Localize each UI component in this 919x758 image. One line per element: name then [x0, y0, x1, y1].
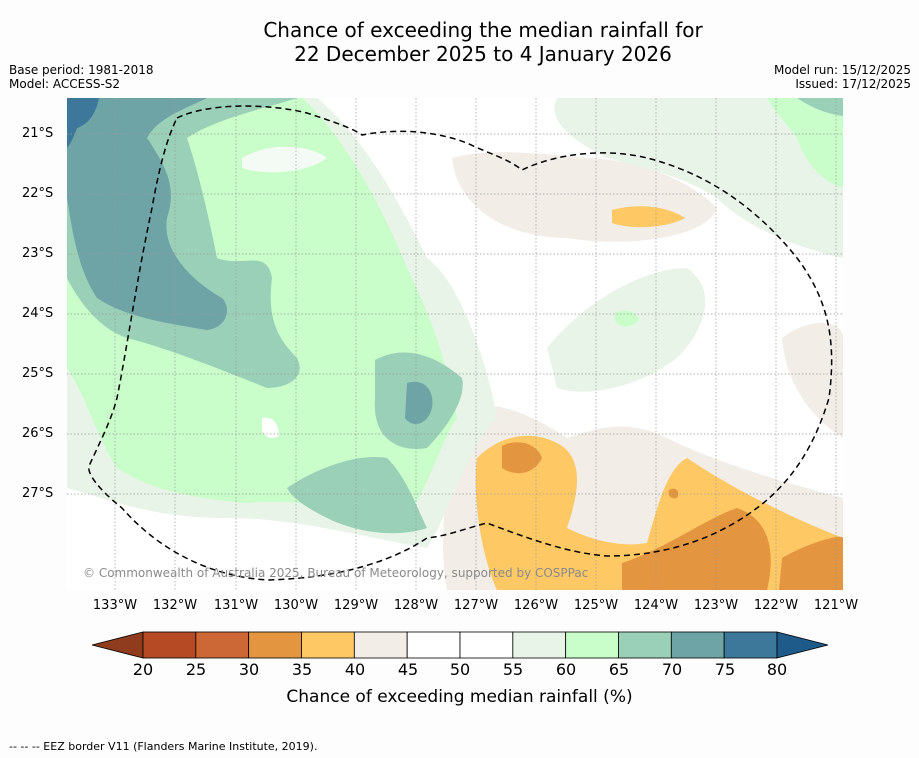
lon-label: 123°W — [693, 598, 739, 613]
meta-right: Model run: 15/12/2025 Issued: 17/12/2025 — [774, 63, 911, 91]
model-name: Model: ACCESS-S2 — [9, 77, 121, 91]
colorbar-tick: 80 — [766, 660, 788, 679]
colorbar-label: Chance of exceeding median rainfall (%) — [286, 687, 633, 707]
white-patch-b — [262, 417, 279, 438]
colorbar-segment — [406, 631, 461, 659]
region-30-35-a — [502, 442, 542, 474]
lon-label: 121°W — [813, 598, 859, 613]
region-70-75-west — [67, 98, 227, 330]
region-60-65-northeast — [767, 98, 843, 188]
region-55-60-east — [547, 268, 706, 392]
chart-title: Chance of exceeding the median rainfall … — [0, 18, 919, 66]
colorbar-tick: 20 — [132, 660, 154, 679]
lon-label: 122°W — [753, 598, 799, 613]
colorbar-segment — [512, 631, 567, 659]
lon-label: 128°W — [393, 598, 439, 613]
lon-label: 131°W — [213, 598, 259, 613]
colorbar-extend-high — [776, 631, 829, 659]
lat-label: 23°S — [22, 246, 54, 261]
lat-label: 25°S — [22, 366, 54, 381]
rainfall-map — [67, 98, 843, 590]
white-patch-a — [242, 146, 327, 173]
colorbar-segment — [565, 631, 619, 659]
region-65-70-northeast — [797, 98, 843, 116]
lon-label: 130°W — [273, 598, 319, 613]
colorbar-tick: 55 — [502, 660, 524, 679]
region-70-75-center — [405, 381, 433, 424]
colorbar-tick: 40 — [344, 660, 366, 679]
colorbar — [91, 631, 829, 659]
region-30-35-c — [779, 536, 843, 590]
model-run: Model run: 15/12/2025 — [773, 63, 911, 77]
title-line-1: Chance of exceeding the median rainfall … — [263, 18, 703, 42]
title-line-2: 22 December 2025 to 4 January 2026 — [294, 42, 672, 66]
colorbar-segment — [195, 631, 250, 659]
colorbar-tick: 75 — [714, 660, 736, 679]
region-30-35-d — [668, 488, 679, 499]
colorbar-extend-low — [91, 631, 144, 659]
eez-border — [88, 105, 833, 581]
region-35-40-north — [612, 206, 685, 228]
lon-label: 132°W — [152, 598, 198, 613]
lat-label: 27°S — [22, 486, 54, 501]
colorbar-segment — [353, 631, 408, 659]
colorbar-segment — [723, 631, 778, 659]
colorbar-segment — [301, 631, 355, 659]
lon-label: 126°W — [513, 598, 559, 613]
base-period: Base period: 1981-2018 — [9, 63, 154, 77]
region-60-65-east — [615, 310, 639, 327]
lon-label: 129°W — [333, 598, 379, 613]
lat-label: 24°S — [22, 306, 54, 321]
lon-label: 127°W — [453, 598, 499, 613]
meta-left: Base period: 1981-2018 Model: ACCESS-S2 — [9, 63, 154, 91]
colorbar-segment — [248, 631, 302, 659]
colorbar-segment — [618, 631, 672, 659]
copyright-notice: © Commonwealth of Australia 2025, Bureau… — [83, 566, 589, 580]
lon-label: 124°W — [633, 598, 679, 613]
region-75-80 — [67, 98, 99, 148]
lon-label: 133°W — [92, 598, 138, 613]
map-area — [67, 98, 843, 590]
region-30-35-b — [622, 508, 771, 590]
colorbar-segment — [142, 631, 197, 659]
region-55-60-northeast — [554, 98, 843, 258]
issued-date: Issued: 17/12/2025 — [795, 77, 911, 91]
colorbar-tick: 30 — [238, 660, 260, 679]
lat-label: 22°S — [22, 186, 54, 201]
colorbar-tick: 70 — [661, 660, 683, 679]
region-below-40-45-east — [782, 323, 843, 438]
colorbar-tick: 45 — [397, 660, 419, 679]
colorbar-segment — [459, 631, 514, 659]
colorbar-tick: 65 — [608, 660, 630, 679]
lat-label: 21°S — [22, 126, 54, 141]
footer-note: -- -- -- EEZ border V11 (Flanders Marine… — [9, 740, 318, 753]
colorbar-tick: 25 — [185, 660, 207, 679]
lon-label: 125°W — [573, 598, 619, 613]
colorbar-tick: 60 — [555, 660, 577, 679]
colorbar-tick: 35 — [291, 660, 313, 679]
lat-label: 26°S — [22, 426, 54, 441]
colorbar-segment — [670, 631, 725, 659]
colorbar-tick: 50 — [449, 660, 471, 679]
region-65-70-south — [287, 457, 427, 534]
grid — [67, 98, 843, 590]
